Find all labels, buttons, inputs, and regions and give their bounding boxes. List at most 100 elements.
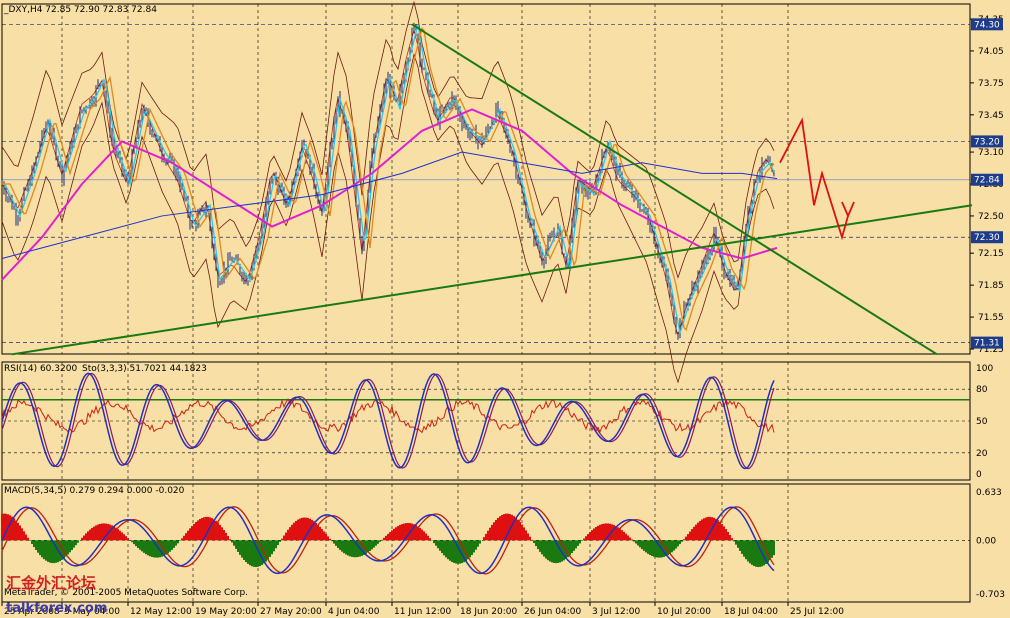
macd-histogram-bar: [275, 540, 277, 549]
macd-histogram-bar: [181, 538, 183, 541]
macd-histogram-bar: [157, 540, 159, 558]
macd-histogram-bar: [577, 540, 579, 546]
macd-histogram-bar: [121, 532, 123, 541]
macd-histogram-bar: [595, 527, 597, 541]
macd-histogram-bar: [433, 540, 435, 544]
macd-histogram-bar: [451, 540, 453, 563]
macd-histogram-bar: [119, 530, 121, 541]
trendline-resistance: [411, 23, 938, 356]
macd-histogram-bar: [499, 516, 501, 541]
rsi-line: [1, 397, 775, 434]
macd-histogram-bar: [483, 537, 485, 541]
macd-histogram-bar: [671, 540, 673, 553]
macd-histogram-bar: [319, 526, 321, 541]
macd-histogram-bar: [249, 540, 251, 566]
macd-histogram-bar: [283, 535, 285, 541]
macd-histogram-bar: [117, 529, 119, 541]
macd-histogram-bar: [425, 533, 427, 541]
macd-histogram-bar: [529, 536, 531, 541]
macd-histogram-bar: [251, 540, 253, 567]
macd-histogram-bar: [575, 540, 577, 549]
macd-histogram-bar: [185, 533, 187, 541]
macd-histogram-bar: [683, 539, 685, 541]
macd-histogram-bar: [139, 540, 141, 550]
macd-histogram-bar: [667, 540, 669, 556]
macd-histogram-bar: [669, 540, 671, 554]
macd-histogram-bar: [115, 527, 117, 541]
macd-histogram-bar: [549, 540, 551, 562]
time-tick-label: 18 Jul 04:00: [724, 607, 778, 617]
price-tag: [971, 135, 1003, 148]
macd-histogram-bar: [135, 540, 137, 547]
macd-histogram-bar: [293, 522, 295, 541]
macd-histogram-bar: [365, 540, 367, 554]
macd-histogram-bar: [749, 540, 751, 564]
macd-histogram-bar: [513, 516, 515, 541]
macd-histogram-bar: [329, 538, 331, 541]
macd-histogram-bar: [147, 540, 149, 556]
macd-histogram-bar: [703, 518, 705, 541]
macd-histogram-bar: [559, 540, 561, 563]
macd-histogram-bar: [541, 540, 543, 555]
macd-histogram-bar: [411, 523, 413, 541]
moving-averages: [1, 24, 778, 334]
macd-histogram-bar: [53, 540, 55, 564]
macd-histogram-bar: [205, 516, 207, 541]
macd-histogram-bar: [179, 540, 181, 541]
macd-histogram-bar: [151, 540, 153, 557]
macd-histogram-bar: [769, 540, 771, 561]
macd-histogram-bar: [473, 540, 475, 553]
macd-histogram-bar: [699, 520, 701, 541]
macd-histogram-bar: [31, 540, 33, 545]
macd-histogram-bar: [691, 529, 693, 541]
macd-histogram-bar: [229, 539, 231, 541]
time-tick-label: 19 May 20:00: [195, 607, 257, 617]
macd-histogram-bar: [633, 540, 635, 542]
macd-histogram-bar: [485, 533, 487, 541]
macd-histogram-bar: [675, 540, 677, 549]
macd-histogram-bar: [653, 540, 655, 557]
macd-histogram-bar: [1, 513, 3, 541]
macd-histogram-bar: [677, 540, 679, 547]
macd-histogram-bar: [705, 517, 707, 541]
macd-histogram-bar: [417, 526, 419, 541]
macd-histogram-bar: [215, 520, 217, 541]
macd-histogram-bar: [527, 533, 529, 541]
macd-histogram-bar: [537, 540, 539, 550]
rsi-header: RSI(14) 60.3200: [4, 364, 77, 374]
macd-histogram-bar: [645, 540, 647, 553]
macd-histogram-bar: [291, 524, 293, 541]
macd-histogram-bar: [105, 523, 107, 541]
macd-histogram-bar: [759, 540, 761, 567]
macd-histogram-bar: [37, 540, 39, 553]
price-tick-label: 73.45: [978, 111, 1004, 121]
macd-histogram-bar: [153, 540, 155, 558]
macd-histogram-bar: [647, 540, 649, 554]
macd-histogram-bar: [361, 540, 363, 556]
macd-histogram-bar: [5, 513, 7, 541]
macd-histogram-bar: [663, 540, 665, 557]
time-tick-label: 12 May 12:00: [130, 607, 192, 617]
macd-histogram-bar: [599, 524, 601, 541]
macd-histogram-bar: [461, 540, 463, 564]
macd-histogram-bar: [201, 517, 203, 541]
macd-histogram-bar: [395, 527, 397, 541]
macd-histogram-bar: [183, 535, 185, 541]
panel-frame: [1, 483, 971, 603]
macd-histogram-bar: [127, 538, 129, 541]
macd-histogram-bar: [191, 526, 193, 541]
macd-main-line: [1, 506, 775, 575]
macd-histogram-bar: [697, 522, 699, 541]
macd-histogram-bar: [571, 540, 573, 554]
macd-histogram-bar: [33, 540, 35, 548]
macd-histogram-bar: [681, 540, 683, 542]
macd-histogram-bar: [607, 523, 609, 541]
price-tag: [971, 231, 1003, 244]
macd-histogram-bar: [123, 534, 125, 541]
price-tag-label: 72.30: [974, 233, 1000, 243]
macd-histogram-bar: [169, 540, 171, 552]
macd-histogram-bar: [539, 540, 541, 552]
macd-histogram-bar: [223, 530, 225, 541]
macd-histogram-bar: [741, 540, 743, 554]
macd-histogram-bar: [533, 540, 535, 544]
